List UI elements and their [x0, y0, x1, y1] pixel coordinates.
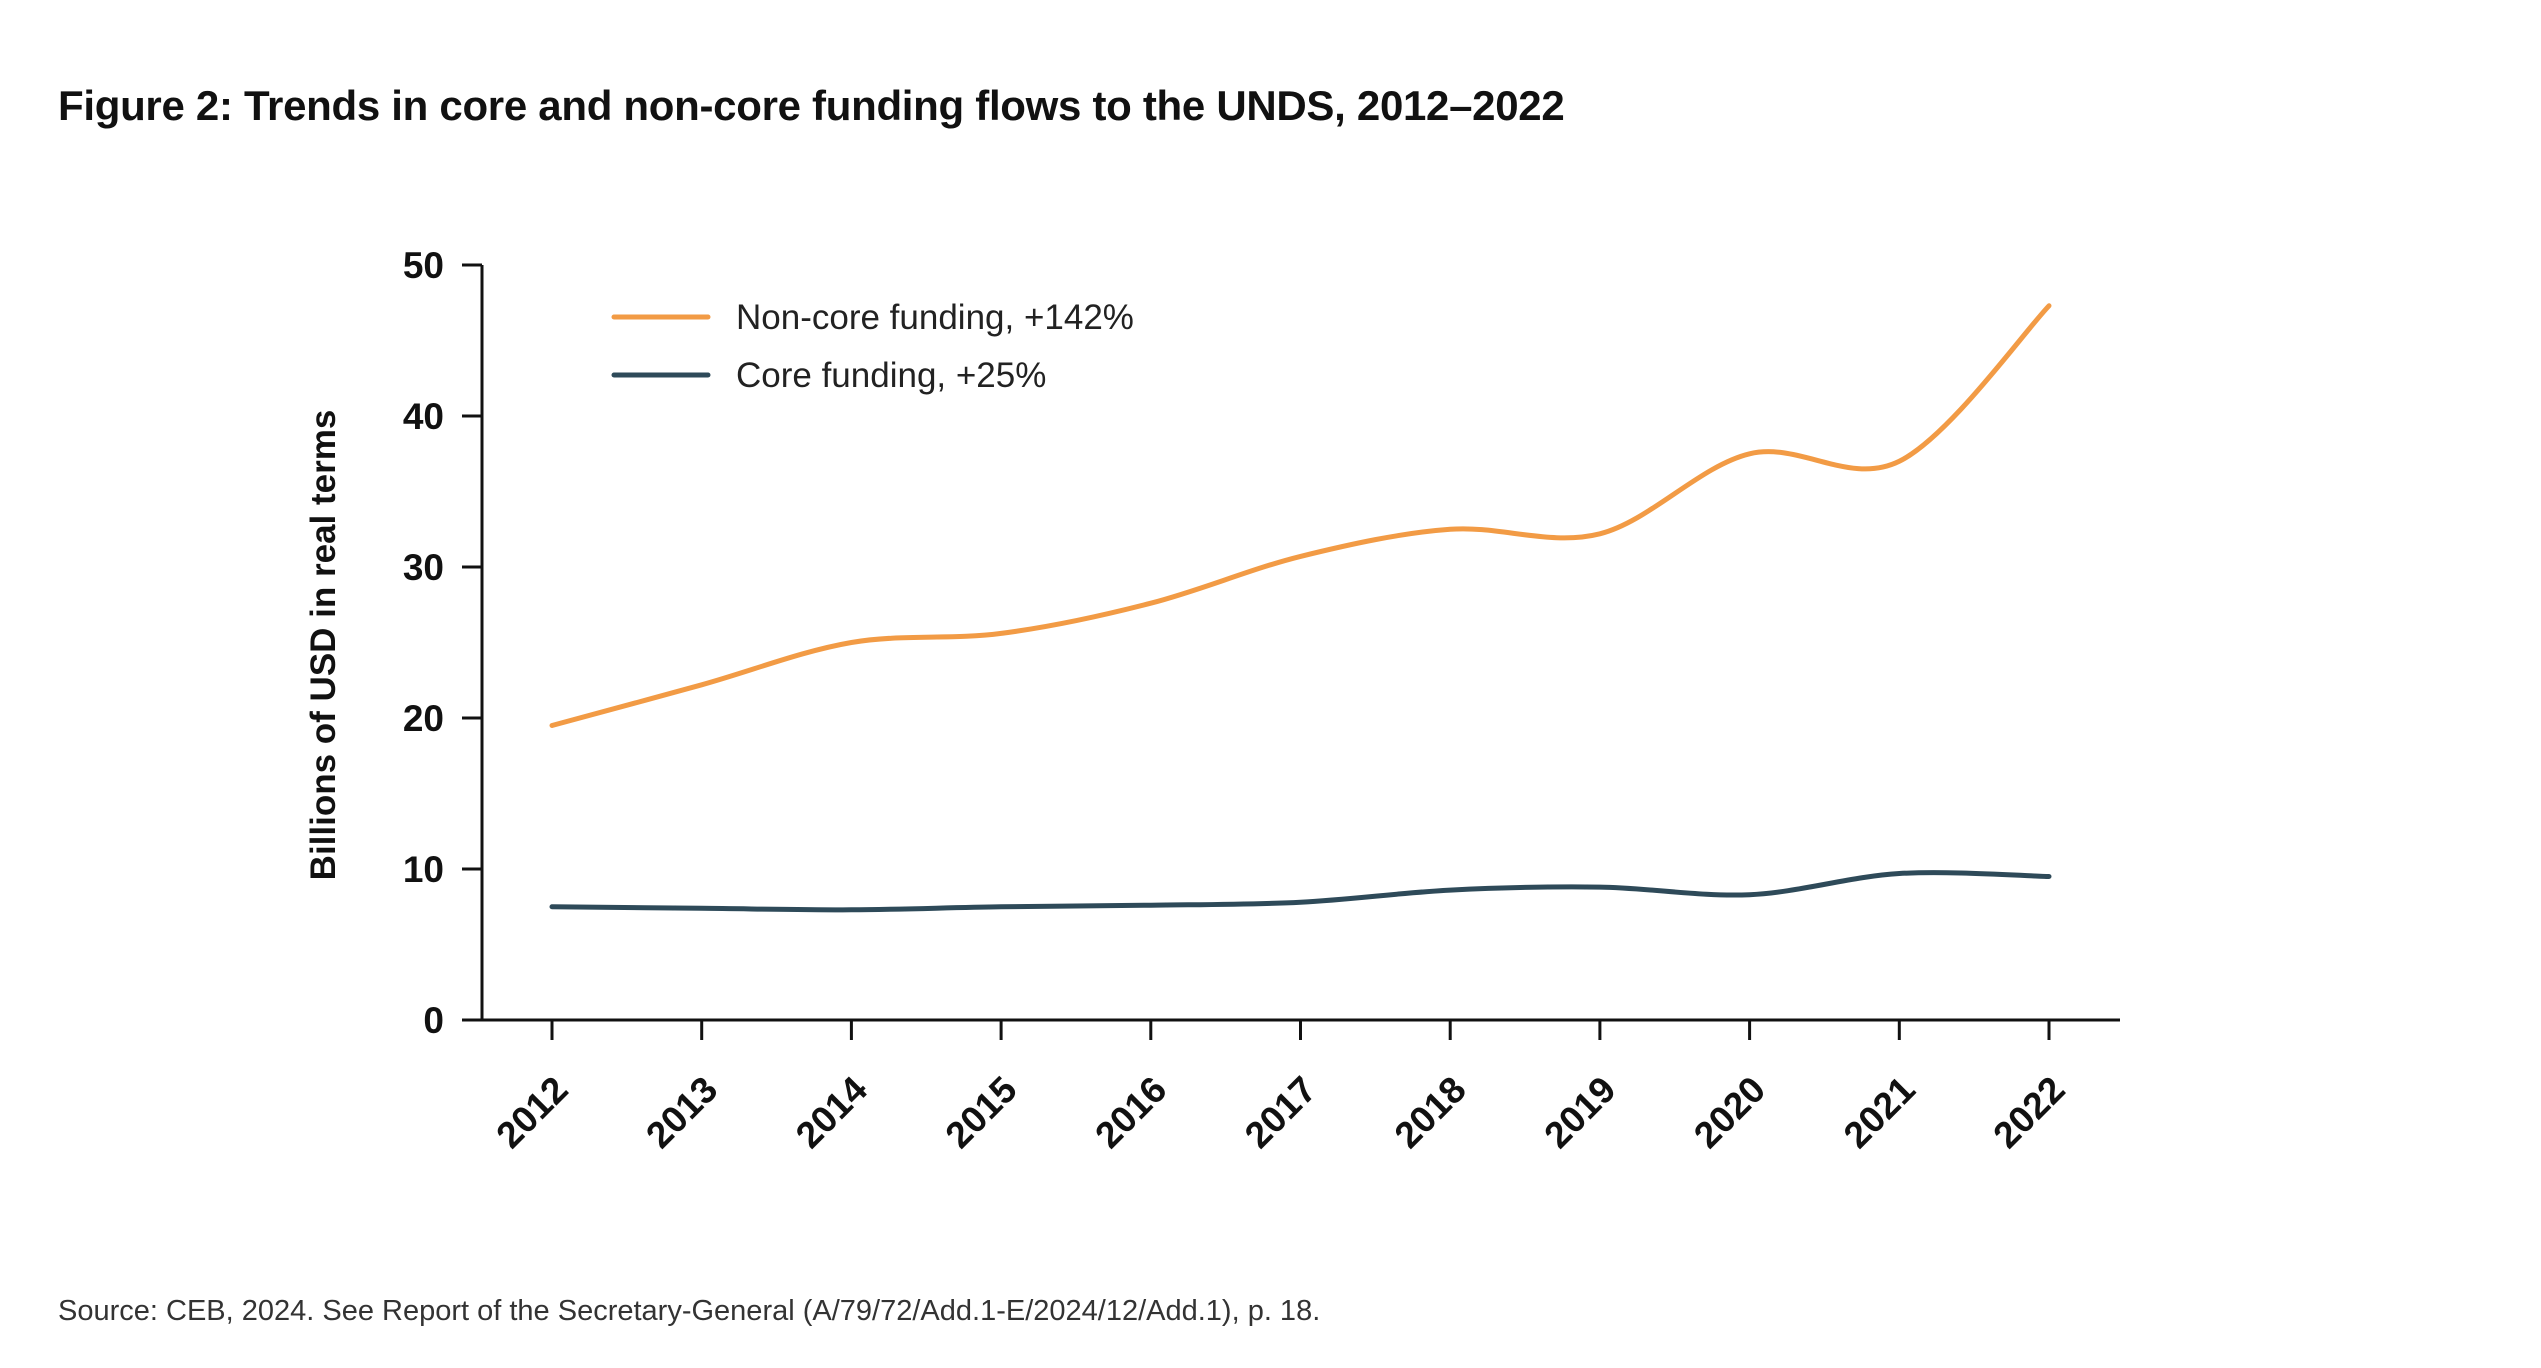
source-note: Source: CEB, 2024. See Report of the Sec…: [58, 1295, 1321, 1327]
x-tick-label: 2012: [488, 1069, 575, 1156]
x-tick-label: 2017: [1237, 1069, 1324, 1156]
y-tick-label: 20: [403, 698, 444, 739]
y-axis-label: Billions of USD in real terms: [304, 410, 343, 881]
x-tick-label: 2021: [1836, 1069, 1923, 1156]
y-tick-label: 0: [423, 1000, 444, 1041]
legend-entry: Non-core funding, +142%: [736, 298, 1134, 337]
x-tick-label: 2016: [1087, 1069, 1174, 1156]
axes: 0 10 20 30 40 50 2012 2013 2014 2015 2016 2017 2018 2…: [403, 245, 2120, 1156]
y-tick-label: 10: [403, 849, 444, 890]
series-line-core-funding: [549, 870, 2052, 913]
x-tick-label: 2020: [1686, 1069, 1773, 1156]
y-tick-label: 50: [403, 245, 444, 286]
x-tick-label: 2018: [1387, 1069, 1474, 1156]
series-line-non-core-funding: [549, 303, 2052, 728]
x-tick-label: 2013: [638, 1069, 725, 1156]
figure-title: Figure 2: Trends in core and non-core fu…: [58, 82, 1565, 129]
x-tick-label: 2022: [1985, 1069, 2072, 1156]
legend: Non-core funding, +142% Core funding, +25…: [611, 298, 1134, 395]
y-tick-label: 40: [403, 396, 444, 437]
x-tick-label: 2019: [1536, 1069, 1623, 1156]
x-tick-label: 2015: [938, 1069, 1025, 1156]
x-tick-label: 2014: [788, 1068, 875, 1155]
series-layer: [549, 303, 2052, 913]
legend-entry: Core funding, +25%: [736, 356, 1046, 395]
y-tick-label: 30: [403, 547, 444, 588]
